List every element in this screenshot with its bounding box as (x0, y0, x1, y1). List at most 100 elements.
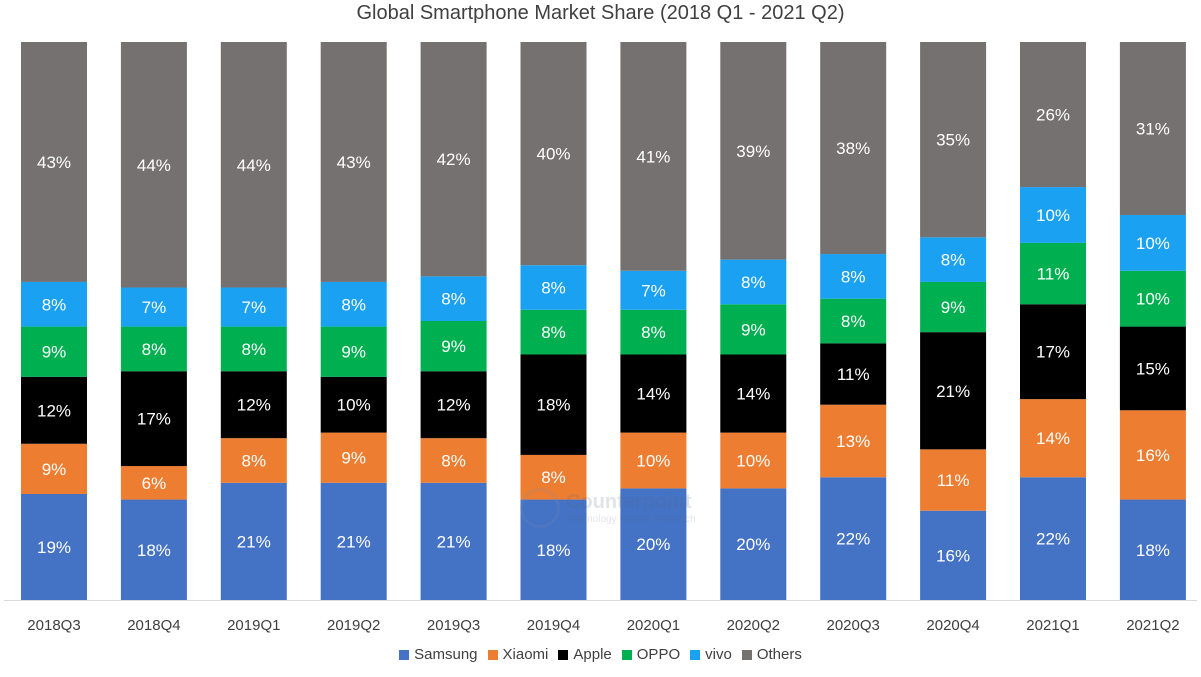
data-label-apple-2020Q4: 21% (936, 382, 970, 401)
data-label-samsung-2019Q2: 21% (337, 532, 371, 551)
bar-segment-others-2021Q2 (1119, 42, 1186, 215)
data-label-vivo-2020Q3: 8% (841, 267, 866, 286)
bar-segment-apple-2020Q2 (720, 354, 787, 433)
bar-segment-samsung-2019Q2 (320, 482, 387, 600)
data-label-oppo-2020Q3: 8% (841, 312, 866, 331)
data-label-samsung-2021Q1: 22% (1036, 530, 1070, 549)
bar-segment-samsung-2018Q4 (120, 499, 187, 600)
data-label-others-2019Q4: 40% (536, 145, 570, 164)
data-label-xiaomi-2020Q1: 10% (636, 452, 670, 471)
x-tick-label-2021Q2: 2021Q2 (1126, 617, 1179, 634)
bar-segment-vivo-2019Q2 (320, 281, 387, 327)
data-label-samsung-2019Q3: 21% (437, 532, 471, 551)
data-label-vivo-2019Q3: 8% (441, 290, 466, 309)
bar-segment-oppo-2020Q4 (920, 281, 987, 333)
data-label-xiaomi-2020Q3: 13% (836, 432, 870, 451)
data-label-others-2020Q1: 41% (636, 147, 670, 166)
bar-segment-vivo-2018Q4 (120, 287, 187, 327)
bar-segment-others-2019Q2 (320, 42, 387, 282)
data-label-oppo-2019Q3: 9% (441, 337, 466, 356)
data-label-vivo-2019Q1: 7% (242, 298, 267, 317)
data-label-xiaomi-2018Q3: 9% (42, 460, 67, 479)
bar-segment-samsung-2020Q3 (820, 477, 887, 600)
legend-item-xiaomi: Xiaomi (487, 646, 549, 663)
data-label-apple-2021Q1: 17% (1036, 343, 1070, 362)
data-label-apple-2018Q4: 17% (137, 410, 171, 429)
data-label-others-2018Q4: 44% (137, 156, 171, 175)
bar-segment-vivo-2020Q2 (720, 259, 787, 305)
legend-label-others: Others (756, 646, 802, 663)
chart-title: Global Smartphone Market Share (2018 Q1 … (356, 2, 845, 24)
bar-segment-others-2019Q3 (420, 42, 487, 277)
bar-segment-xiaomi-2020Q2 (720, 432, 787, 489)
bar-segment-oppo-2019Q2 (320, 326, 387, 377)
data-label-apple-2020Q1: 14% (636, 385, 670, 404)
data-label-vivo-2020Q2: 8% (741, 273, 766, 292)
x-tick-label-2018Q4: 2018Q4 (127, 617, 180, 634)
bar-segment-xiaomi-2020Q3 (820, 404, 887, 478)
bar-segment-oppo-2020Q3 (820, 298, 887, 344)
watermark-logo: Counterpoint Technology Market Research (520, 488, 696, 528)
legend-swatch-apple (558, 649, 569, 660)
data-label-oppo-2018Q4: 8% (142, 340, 167, 359)
data-label-others-2018Q3: 43% (37, 153, 71, 172)
legend-swatch-samsung (399, 649, 410, 660)
data-label-apple-2019Q4: 18% (536, 396, 570, 415)
x-tick-label-2019Q1: 2019Q1 (227, 617, 280, 634)
bar-segment-xiaomi-2020Q1 (620, 432, 687, 489)
bar-segment-apple-2020Q4 (920, 332, 987, 450)
bar-segment-oppo-2018Q3 (21, 326, 87, 377)
watermark-brand: Counterpoint (566, 491, 692, 513)
bar-segment-xiaomi-2021Q2 (1119, 410, 1186, 500)
bar-segment-apple-2019Q3 (420, 371, 487, 439)
data-label-oppo-2020Q1: 8% (641, 323, 666, 342)
data-label-samsung-2020Q3: 22% (836, 530, 870, 549)
x-tick-label-2021Q1: 2021Q1 (1026, 617, 1079, 634)
data-label-vivo-2018Q3: 8% (42, 295, 67, 314)
legend-swatch-oppo (621, 649, 632, 660)
data-label-vivo-2018Q4: 7% (142, 298, 167, 317)
legend-label-samsung: Samsung (414, 646, 478, 663)
data-label-samsung-2020Q2: 20% (736, 535, 770, 554)
x-tick-label-2020Q2: 2020Q2 (727, 617, 780, 634)
bar-segment-vivo-2020Q1 (620, 270, 687, 310)
data-label-vivo-2019Q2: 8% (341, 295, 366, 314)
bar-segment-others-2018Q4 (120, 42, 187, 288)
data-label-others-2019Q2: 43% (337, 153, 371, 172)
bar-segment-samsung-2019Q3 (420, 482, 487, 600)
bar-segment-others-2020Q1 (620, 42, 687, 271)
bar-segment-samsung-2019Q1 (220, 482, 287, 600)
data-label-oppo-2019Q1: 8% (242, 340, 267, 359)
data-label-oppo-2019Q2: 9% (341, 343, 366, 362)
bar-segment-oppo-2019Q3 (420, 321, 487, 372)
x-tick-label-2018Q3: 2018Q3 (27, 617, 80, 634)
x-tick-label-2019Q4: 2019Q4 (527, 617, 580, 634)
bar-segment-xiaomi-2021Q1 (1020, 399, 1086, 478)
bar-segment-xiaomi-2019Q3 (420, 438, 487, 483)
data-label-others-2019Q3: 42% (437, 150, 471, 169)
data-label-xiaomi-2021Q2: 16% (1136, 446, 1170, 465)
data-label-oppo-2019Q4: 8% (541, 323, 566, 342)
data-label-apple-2020Q3: 11% (837, 365, 870, 384)
bars-group: 19% 9% 12% 9% 8% 43% 18% 6% 17% 8% 7% 44% 21% 8% 12% 8%… (21, 42, 1186, 600)
bar-segment-xiaomi-2020Q4 (920, 449, 987, 511)
data-label-oppo-2018Q3: 9% (42, 343, 67, 362)
data-label-apple-2019Q2: 10% (337, 396, 371, 415)
bar-segment-samsung-2020Q1 (620, 488, 687, 600)
data-label-samsung-2018Q4: 18% (137, 541, 171, 560)
bar-segment-vivo-2020Q4 (920, 237, 987, 282)
data-label-apple-2020Q2: 14% (736, 385, 770, 404)
legend-label-xiaomi: Xiaomi (502, 646, 549, 663)
data-label-apple-2018Q3: 12% (37, 401, 71, 420)
bar-segment-vivo-2018Q3 (21, 281, 87, 327)
bar-segment-apple-2019Q1 (220, 371, 287, 439)
legend-label-apple: Apple (573, 646, 612, 663)
bar-segment-apple-2018Q4 (120, 371, 187, 467)
bar-segment-others-2018Q3 (21, 42, 87, 282)
data-label-vivo-2020Q1: 7% (641, 281, 666, 300)
bar-segment-apple-2018Q3 (21, 376, 87, 444)
bar-segment-apple-2020Q1 (620, 354, 687, 433)
bar-segment-oppo-2020Q2 (720, 304, 787, 355)
bar-segment-oppo-2020Q1 (620, 309, 687, 355)
data-label-samsung-2020Q1: 20% (636, 535, 670, 554)
